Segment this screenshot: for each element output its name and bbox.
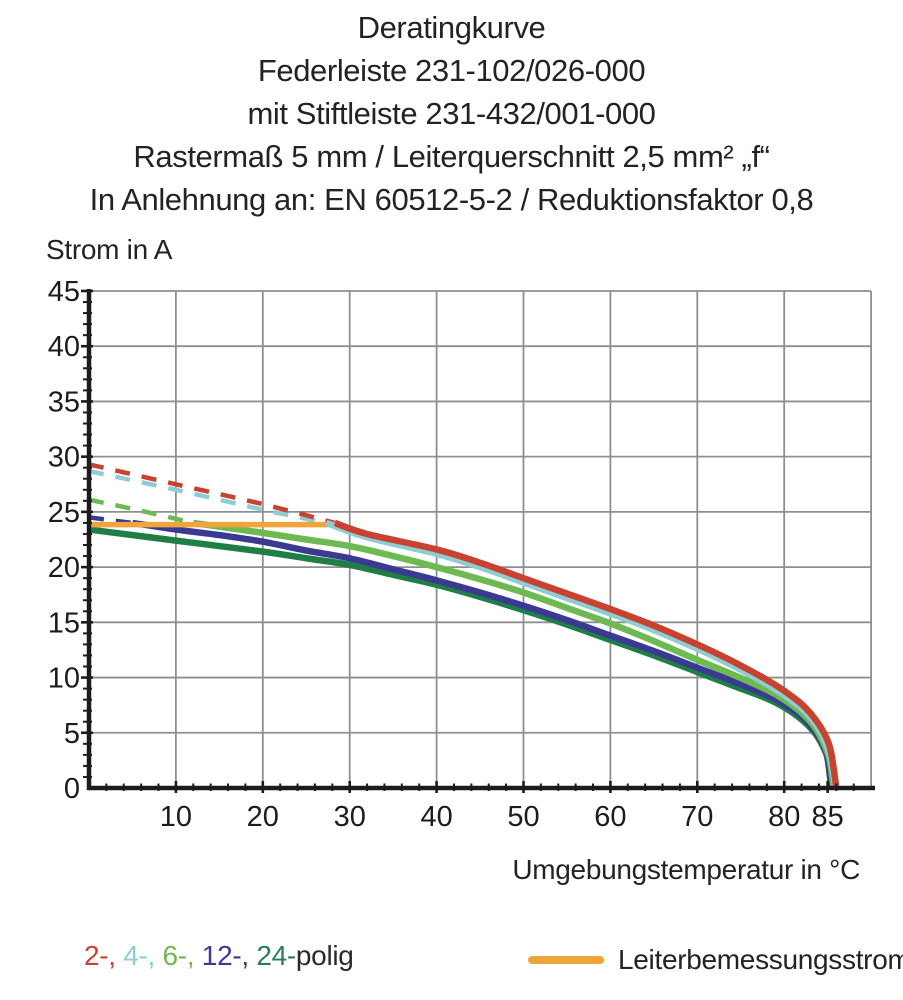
y-tick-label: 35 — [48, 386, 80, 418]
legend-segment: 24- — [256, 940, 296, 971]
curve-4-polig-solid — [325, 519, 839, 789]
curve-4-polig-dashed — [88, 468, 327, 526]
gridlines — [89, 290, 872, 788]
title-line-2: Federleiste 231-102/026-000 — [257, 53, 646, 88]
legend-segment: 2-, — [84, 940, 124, 971]
curves — [88, 462, 840, 789]
legend-segment: 12-, — [201, 940, 257, 971]
y-axis-title: Strom in A — [46, 234, 173, 265]
legend-poles: 2-, 4-, 6-, 12-, 24-polig — [84, 940, 354, 972]
title-line-1: Deratingkurve — [357, 10, 546, 45]
curve-6-polig-solid — [192, 519, 837, 789]
x-tick-label: 50 — [507, 801, 539, 833]
x-tick-label: 40 — [420, 801, 452, 833]
x-tick-label: 20 — [247, 801, 279, 833]
legend-segment: 4-, — [123, 940, 163, 971]
legend-segment: polig — [295, 940, 354, 971]
legend-segment: 6-, — [162, 940, 202, 971]
x-tick-label: 10 — [160, 801, 192, 833]
y-tick-label: 10 — [48, 663, 80, 695]
y-tick-label: 25 — [48, 497, 80, 529]
y-tick-label: 0 — [64, 773, 80, 805]
limit-line-label: Leiterbemessungsstrom — [618, 944, 903, 975]
y-tick-label: 20 — [48, 552, 80, 584]
curve-2-polig-solid — [333, 519, 840, 789]
legend-limit: Leiterbemessungsstrom — [528, 944, 903, 976]
x-tick-label: 80 — [768, 801, 800, 833]
y-tick-label: 40 — [48, 331, 80, 363]
y-tick-label: 45 — [48, 276, 80, 308]
x-tick-label: 70 — [681, 801, 713, 833]
tick-marks — [81, 289, 855, 793]
y-tick-label: 30 — [48, 442, 80, 474]
curve-2-polig-dashed — [88, 462, 336, 526]
x-tick-labels: 10 20 30 40 50 60 70 80 85 — [160, 801, 844, 833]
x-tick-label: 60 — [594, 801, 626, 833]
x-axis-title: Umgebungstemperatur in °C — [512, 854, 860, 885]
axes — [86, 289, 875, 791]
x-tick-label: 30 — [334, 801, 366, 833]
y-tick-label: 15 — [48, 607, 80, 639]
title-line-5: In Anlehnung an: EN 60512-5-2 / Reduktio… — [89, 182, 814, 217]
limit-line-swatch — [528, 956, 604, 964]
title-line-3: mit Stiftleiste 231-432/001-000 — [247, 96, 656, 131]
curve-6-polig-dashed — [88, 497, 194, 526]
x-tick-label: 85 — [812, 801, 844, 833]
y-tick-labels: 0 5 10 15 20 25 30 35 40 45 — [48, 276, 80, 805]
chart-title-block: Deratingkurve Federleiste 231-102/026-00… — [0, 6, 903, 221]
title-line-4: Rastermaß 5 mm / Leiterquerschnitt 2,5 m… — [133, 139, 770, 174]
y-tick-label: 5 — [64, 718, 80, 750]
